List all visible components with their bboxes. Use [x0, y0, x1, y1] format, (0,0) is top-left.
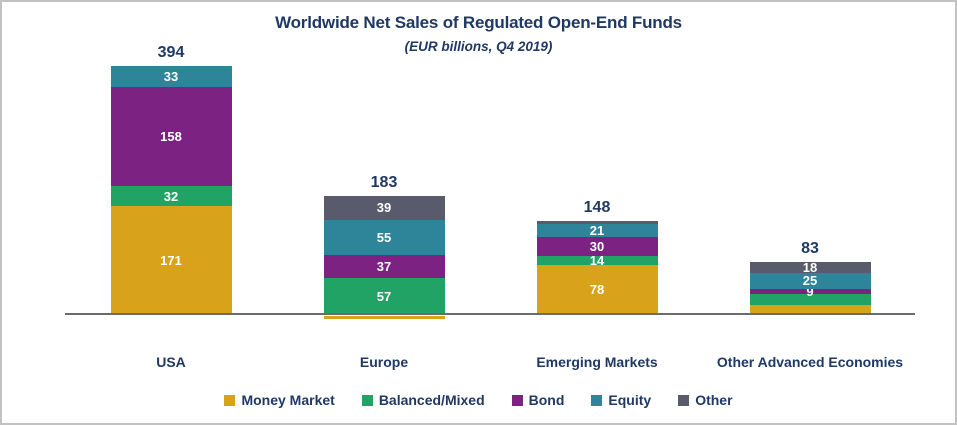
segment-value-label: 158 [160, 128, 182, 144]
segment-other-emerging-markets [536, 220, 658, 224]
legend-item-bond: Bond [511, 392, 565, 408]
segment-value-label: 171 [160, 252, 182, 268]
segment-equity-usa: 33 [110, 65, 232, 87]
segment-balanced-mixed-europe: 57 [323, 278, 445, 314]
segment-bond-emerging-markets: 30 [536, 237, 658, 257]
legend: Money Market Balanced/Mixed Bond Equity Othe… [2, 393, 955, 407]
segment-value-label: 30 [589, 239, 605, 255]
segment-value-label: 57 [376, 288, 392, 304]
segment-money-market-usa: 171 [110, 206, 232, 314]
bar-total-label-usa: 394 [157, 43, 185, 61]
segment-value-label: 78 [589, 281, 605, 297]
segment-balanced-mixed-usa: 32 [110, 186, 232, 207]
x-axis-line [65, 313, 915, 315]
category-label-europe: Europe [359, 354, 409, 370]
category-label-emerging-markets: Emerging Markets [536, 354, 658, 370]
category-label-other-advanced-economies: Other Advanced Economies [716, 354, 904, 370]
segment-equity-europe: 55 [323, 220, 445, 255]
segment-value-label: 39 [376, 200, 392, 216]
segment-balanced-mixed-other-advanced-economies [749, 294, 871, 305]
legend-label: Bond [528, 392, 565, 408]
legend-label: Equity [608, 392, 652, 408]
segment-value-label: 21 [589, 223, 605, 239]
segment-money-market-emerging-markets: 78 [536, 264, 658, 314]
legend-swatch-icon [678, 394, 690, 406]
legend-swatch-icon [591, 394, 603, 406]
category-label-usa: USA [156, 354, 186, 370]
segment-equity-other-advanced-economies: 25 [749, 273, 871, 289]
segment-other-europe: 39 [323, 195, 445, 221]
segment-value-label: 37 [376, 258, 392, 274]
segment-bond-usa: 158 [110, 86, 232, 187]
legend-swatch-icon [361, 394, 373, 406]
segment-value-label: 55 [376, 229, 392, 245]
bar-total-label-europe: 183 [370, 173, 398, 191]
bar-total-label-emerging-markets: 148 [583, 198, 611, 216]
bar-total-label-other-advanced-economies: 83 [801, 239, 819, 257]
segment-money-market-europe [323, 316, 445, 320]
chart-subtitle: (EUR billions, Q4 2019) [404, 39, 553, 54]
legend-item-money-market: Money Market [224, 392, 335, 408]
segment-balanced-mixed-emerging-markets: 14 [536, 252, 658, 268]
segment-bond-other-advanced-economies: 9 [749, 285, 871, 298]
legend-swatch-icon [511, 394, 523, 406]
legend-label: Other [695, 392, 733, 408]
legend-item-equity: Equity [591, 393, 651, 407]
legend-item-balanced-mixed: Balanced/Mixed [361, 392, 485, 408]
legend-label: Balanced/Mixed [378, 392, 485, 408]
segment-value-label: 14 [589, 252, 605, 268]
segment-value-label: 32 [163, 188, 179, 204]
segment-value-label: 9 [806, 284, 814, 300]
segment-other-other-advanced-economies: 18 [749, 259, 871, 275]
segment-value-label: 18 [802, 259, 818, 275]
segment-bond-europe: 37 [323, 254, 445, 279]
legend-label: Money Market [241, 392, 335, 408]
legend-swatch-icon [224, 394, 236, 406]
segment-value-label: 33 [163, 68, 179, 84]
segment-value-label: 25 [802, 273, 818, 289]
segment-equity-emerging-markets: 21 [536, 223, 658, 239]
legend-item-other: Other [678, 392, 733, 408]
segment-money-market-other-advanced-economies [749, 304, 871, 314]
chart-title: Worldwide Net Sales of Regulated Open-En… [275, 13, 682, 32]
